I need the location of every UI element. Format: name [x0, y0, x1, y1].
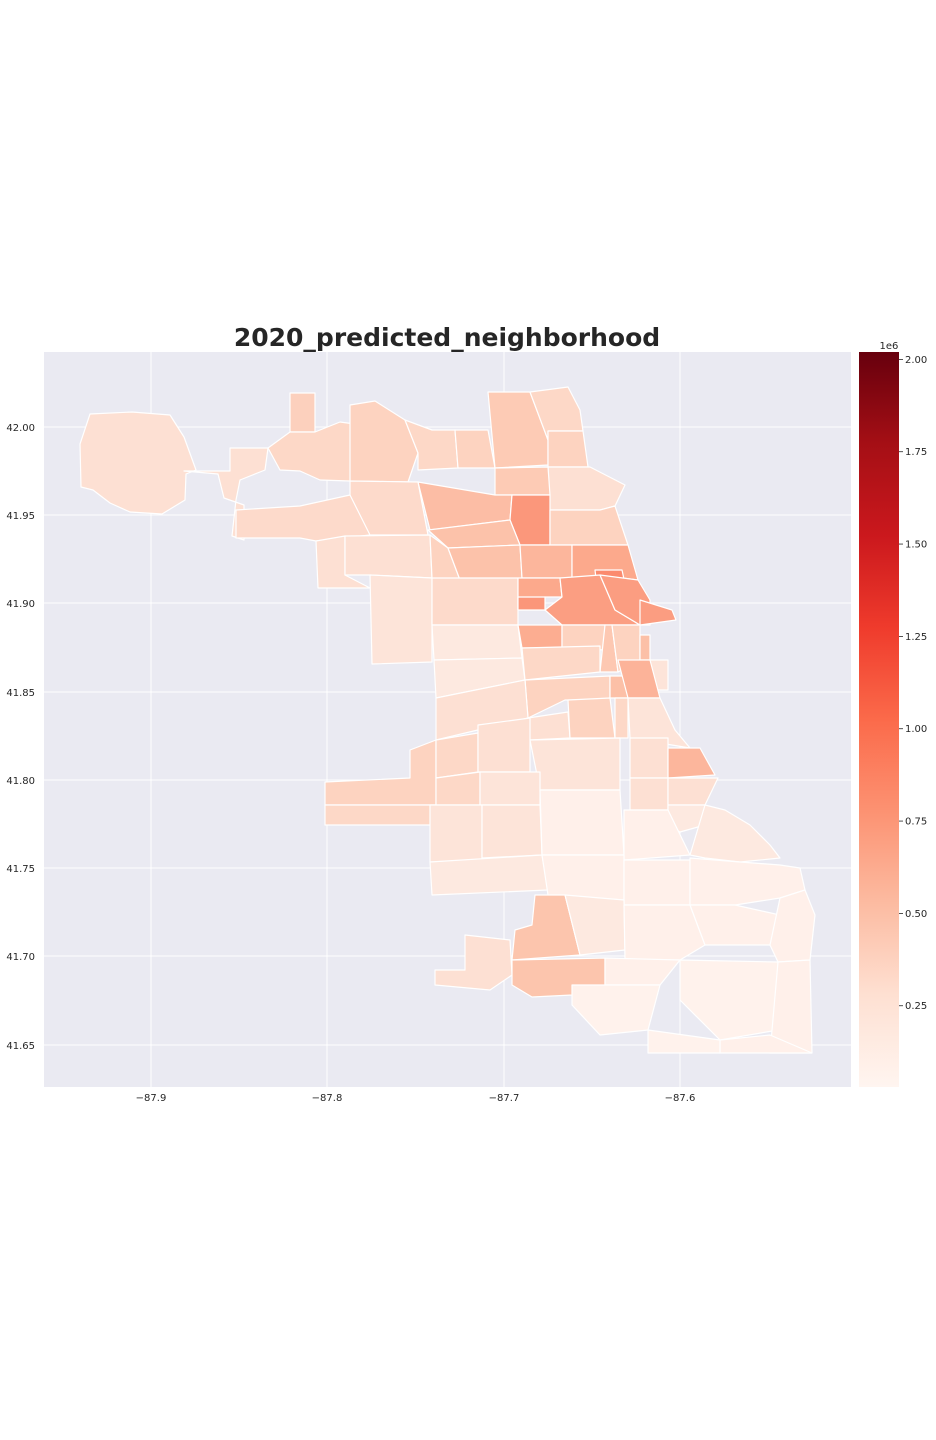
colorbar-tick-label: 1.50 [905, 540, 927, 551]
y-tick-label: 41.90 [6, 599, 35, 610]
region-chatham [623, 859, 691, 906]
region-woodlawn-b [689, 804, 781, 863]
region-roseland [623, 904, 706, 961]
region-edison-park [289, 392, 316, 433]
region-east-garfield [517, 624, 563, 649]
region-south-deering [679, 959, 779, 1041]
colorbar-tick-label: 1.00 [905, 724, 927, 735]
colorbar-gradient [859, 352, 899, 1087]
region-washington-park [629, 777, 669, 811]
colorbar-ticks: 0.25 0.50 0.75 1.00 1.25 1.50 1.75 2.00 [899, 355, 927, 1012]
region-west-town-east [517, 596, 546, 611]
region-west-lawn [429, 804, 483, 863]
x-tick-label: −87.9 [136, 1093, 167, 1104]
region-lincoln-square [494, 466, 551, 496]
region-west-garfield [431, 624, 523, 661]
colorbar-tick-label: 1.25 [905, 632, 927, 643]
x-tick-label: −87.7 [489, 1093, 520, 1104]
region-edgewater [547, 430, 589, 468]
region-clearing [324, 804, 437, 826]
y-tick-label: 41.70 [6, 952, 35, 963]
y-tick-label: 41.80 [6, 776, 35, 787]
region-logan-square [519, 544, 573, 579]
region-river-north [599, 574, 651, 626]
region-austin [369, 574, 433, 665]
region-kenwood [629, 737, 669, 779]
region-fuller-park [567, 697, 616, 739]
region-south-loop-b [639, 634, 651, 661]
region-humboldt-park [431, 577, 519, 626]
region-grand-crossing [623, 809, 691, 861]
region-gage-park [479, 771, 541, 806]
region-ashburn [429, 854, 549, 896]
colorbar-tick-label: 0.25 [905, 1001, 927, 1012]
colorbar-offset-label: 1e6 [880, 341, 899, 352]
region-new-city [529, 737, 621, 791]
region-brighton-park [477, 717, 531, 773]
x-axis-ticks: −87.9 −87.8 −87.7 −87.6 [136, 1093, 696, 1104]
x-tick-label: −87.8 [312, 1093, 343, 1104]
region-mount-greenwood [434, 934, 513, 991]
region-auburn-gresham [541, 854, 625, 901]
region-lower-west-side [521, 645, 601, 681]
y-tick-label: 41.95 [6, 511, 35, 522]
region-west-elsdon [435, 771, 481, 806]
region-ohare [79, 411, 197, 515]
region-fuller-park-b [614, 697, 629, 739]
y-axis-ticks: 42.00 41.95 41.90 41.85 41.80 41.75 41.7… [6, 423, 35, 1052]
y-tick-label: 41.85 [6, 688, 35, 699]
x-tick-label: −87.6 [665, 1093, 696, 1104]
region-chicago-lawn [481, 804, 543, 859]
region-loop [639, 599, 677, 626]
region-lake-view [549, 505, 629, 546]
colorbar-tick-label: 0.50 [905, 909, 927, 920]
region-riverdale [571, 984, 661, 1036]
region-englewood [539, 789, 625, 856]
colorbar-tick-label: 0.75 [905, 817, 927, 828]
region-ohare-connector [183, 447, 269, 541]
colorbar-tick-label: 1.75 [905, 447, 927, 458]
region-archer-heights [435, 732, 479, 779]
region-north-park [454, 429, 496, 469]
region-montclare [315, 535, 371, 589]
map-title: 2020_predicted_neighborhood [234, 323, 660, 352]
y-tick-label: 41.65 [6, 1041, 35, 1052]
region-hyde-park-north [667, 747, 716, 779]
region-oakland [627, 697, 691, 749]
region-avondale [447, 544, 523, 581]
y-tick-label: 41.75 [6, 864, 35, 875]
y-tick-label: 42.00 [6, 423, 35, 434]
colorbar: 1e6 0.25 0.50 0.75 1.00 1.25 1.50 1.75 2.00 [859, 341, 927, 1087]
colorbar-tick-label: 2.00 [905, 355, 927, 366]
region-riverdale-south [647, 1029, 721, 1054]
region-belmont-cragin [344, 534, 433, 579]
neighborhood-regions [79, 386, 816, 1054]
